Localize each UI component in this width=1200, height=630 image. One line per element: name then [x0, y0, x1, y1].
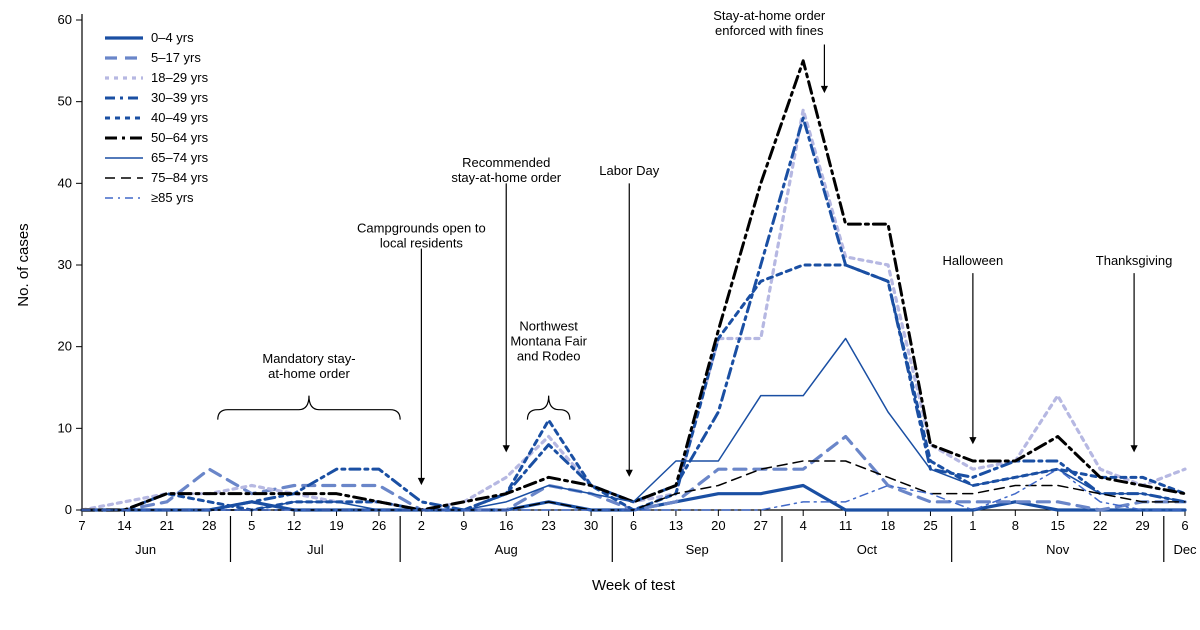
x-tick-label: 6: [630, 518, 637, 533]
legend-label: 75–84 yrs: [151, 170, 209, 185]
x-tick-label: 12: [287, 518, 301, 533]
annotation-brace: [527, 396, 569, 420]
x-tick-label: 4: [800, 518, 807, 533]
legend-label: ≥85 yrs: [151, 190, 194, 205]
legend-label: 40–49 yrs: [151, 110, 209, 125]
x-tick-label: 29: [1135, 518, 1149, 533]
y-axis-label: No. of cases: [15, 223, 32, 306]
annotation-label: and Rodeo: [517, 348, 581, 363]
y-tick-label: 30: [58, 257, 72, 272]
x-tick-label: 19: [329, 518, 343, 533]
x-tick-label: 25: [923, 518, 937, 533]
x-tick-label: 22: [1093, 518, 1107, 533]
legend-label: 30–39 yrs: [151, 90, 209, 105]
series-line: [82, 265, 1185, 510]
series-line: [82, 339, 1185, 511]
x-tick-label: 23: [541, 518, 555, 533]
y-tick-label: 0: [65, 502, 72, 517]
y-tick-label: 20: [58, 339, 72, 354]
x-tick-label: 15: [1050, 518, 1064, 533]
annotation-label: Mandatory stay-: [262, 351, 355, 366]
legend-label: 0–4 yrs: [151, 30, 194, 45]
x-tick-label: 5: [248, 518, 255, 533]
x-tick-label: 6: [1181, 518, 1188, 533]
annotation-brace: [218, 396, 400, 420]
x-tick-label: 27: [754, 518, 768, 533]
month-label: Oct: [857, 542, 878, 557]
x-tick-label: 18: [881, 518, 895, 533]
legend-label: 18–29 yrs: [151, 70, 209, 85]
x-tick-label: 16: [499, 518, 513, 533]
series-line: [82, 486, 1185, 511]
y-tick-label: 40: [58, 175, 72, 190]
x-tick-label: 13: [669, 518, 683, 533]
annotation-label: Campgrounds open to: [357, 220, 486, 235]
x-tick-label: 21: [160, 518, 174, 533]
x-tick-label: 8: [1012, 518, 1019, 533]
legend-label: 65–74 yrs: [151, 150, 209, 165]
x-axis-label: Week of test: [592, 577, 676, 594]
legend-label: 50–64 yrs: [151, 130, 209, 145]
x-tick-label: 28: [202, 518, 216, 533]
annotation-label: Northwest: [519, 318, 578, 333]
line-chart: 0102030405060No. of cases714212851219262…: [0, 0, 1200, 630]
chart-container: 0102030405060No. of cases714212851219262…: [0, 0, 1200, 630]
y-tick-label: 10: [58, 420, 72, 435]
annotation-label: stay-at-home order: [451, 170, 561, 185]
month-label: Aug: [495, 542, 518, 557]
month-label: Jul: [307, 542, 324, 557]
x-tick-label: 30: [584, 518, 598, 533]
annotation-label: enforced with fines: [715, 23, 824, 38]
y-tick-label: 60: [58, 12, 72, 27]
annotation-label: Labor Day: [599, 163, 659, 178]
legend-label: 5–17 yrs: [151, 50, 201, 65]
x-tick-label: 26: [372, 518, 386, 533]
x-tick-label: 7: [78, 518, 85, 533]
annotation-label: Stay-at-home order: [713, 8, 826, 23]
x-tick-label: 1: [969, 518, 976, 533]
annotation-label: Recommended: [462, 155, 550, 170]
month-label: Sep: [686, 542, 709, 557]
x-tick-label: 11: [839, 518, 853, 533]
annotation-label: Montana Fair: [510, 333, 587, 348]
annotation-label: at-home order: [268, 366, 350, 381]
y-tick-label: 50: [58, 94, 72, 109]
series-line: [82, 437, 1185, 511]
annotation-label: local residents: [380, 235, 464, 250]
month-label: Dec: [1173, 542, 1197, 557]
x-tick-label: 20: [711, 518, 725, 533]
annotation-label: Halloween: [943, 253, 1004, 268]
x-tick-label: 14: [117, 518, 131, 533]
annotation-label: Thanksgiving: [1096, 253, 1173, 268]
month-label: Jun: [135, 542, 156, 557]
x-tick-label: 2: [418, 518, 425, 533]
x-tick-label: 9: [460, 518, 467, 533]
month-label: Nov: [1046, 542, 1070, 557]
